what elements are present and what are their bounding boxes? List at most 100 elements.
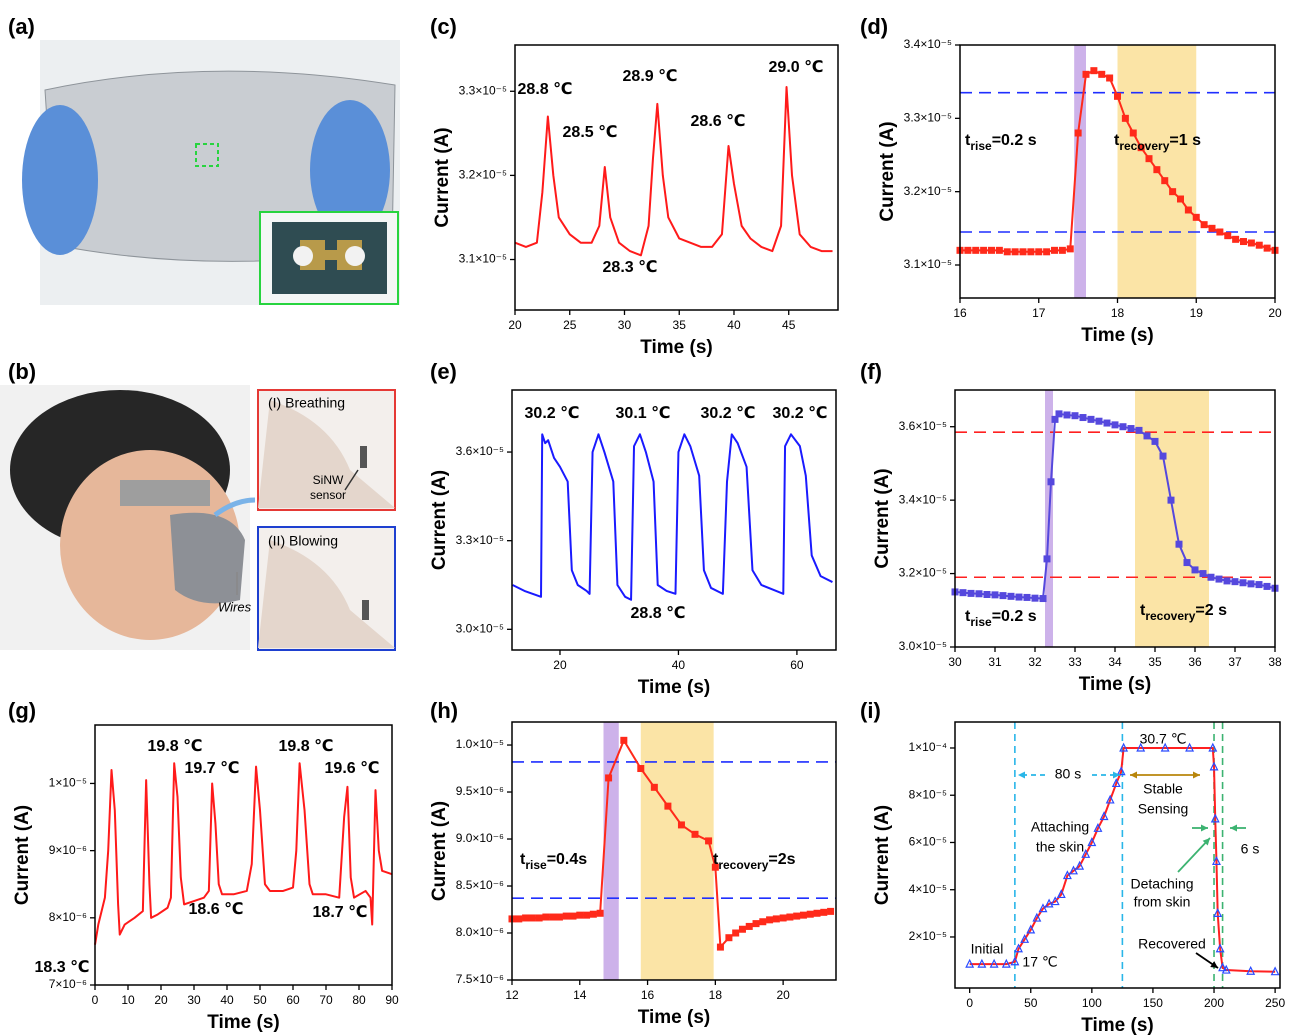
data-marker [1146, 155, 1153, 162]
data-marker [1224, 577, 1231, 584]
photo-a [22, 40, 400, 305]
data-marker [620, 737, 627, 744]
annotation: 30.7 ℃ [1140, 731, 1187, 747]
data-marker [1012, 248, 1019, 255]
annotation: 30.1 ℃ [616, 405, 671, 422]
data-marker [583, 912, 590, 919]
annotation: 6 s [1241, 841, 1260, 857]
data-marker [1169, 188, 1176, 195]
data-marker [1088, 416, 1095, 423]
x-tick-label: 35 [1148, 655, 1162, 669]
glove [22, 105, 98, 255]
x-tick-label: 70 [319, 993, 333, 1007]
inset-title: (II) Blowing [268, 533, 338, 549]
x-tick-label: 25 [563, 318, 577, 332]
data-marker [590, 911, 597, 918]
data-marker [1035, 248, 1042, 255]
annotation: Stable [1143, 781, 1183, 797]
page: Figure body { margin: 0; background: #ff… [0, 0, 1292, 1035]
data-marker [1208, 574, 1215, 581]
data-marker [1161, 177, 1168, 184]
data-marker [1024, 594, 1031, 601]
data-marker [759, 918, 766, 925]
data-marker [1240, 238, 1247, 245]
annotation: 28.8 ℃ [631, 605, 686, 622]
data-marker [1192, 566, 1199, 573]
y-tick-label: 9.0×10⁻⁶ [456, 831, 504, 845]
x-tick-label: 60 [790, 658, 804, 672]
x-tick-label: 200 [1204, 996, 1224, 1010]
data-marker [732, 930, 739, 937]
annotation: the skin [1036, 839, 1084, 855]
x-tick-label: 33 [1068, 655, 1082, 669]
data-marker [1016, 594, 1023, 601]
data-marker [1130, 130, 1137, 137]
sensor-label: SiNW [313, 473, 344, 487]
y-tick-label: 9.5×10⁻⁶ [456, 784, 504, 798]
data-marker [964, 247, 971, 254]
data-marker [1248, 240, 1255, 247]
annotation: 28.3 ℃ [603, 259, 658, 276]
data-marker [1044, 555, 1051, 562]
annotation-rest: =0.2 s [992, 132, 1037, 149]
data-marker [1264, 245, 1271, 252]
data-marker [536, 914, 543, 921]
data-marker [1248, 580, 1255, 587]
annotation: 18.7 ℃ [313, 904, 368, 921]
data-marker [1168, 497, 1175, 504]
x-tick-label: 20 [553, 658, 567, 672]
annotation: trise=0.4s [520, 851, 587, 872]
data-marker [1224, 232, 1231, 239]
data-marker [1152, 438, 1159, 445]
x-tick-label: 18 [709, 988, 723, 1002]
data-marker [814, 910, 821, 917]
data-marker [980, 247, 987, 254]
y-tick-label: 3.4×10⁻⁵ [899, 492, 947, 506]
sensor [360, 446, 367, 468]
x-tick-label: 0 [92, 993, 99, 1007]
data-marker [1043, 248, 1050, 255]
data-marker [1106, 75, 1113, 82]
data-marker [705, 837, 712, 844]
x-tick-label: 31 [988, 655, 1002, 669]
data-marker [780, 914, 787, 921]
x-tick-label: 40 [672, 658, 686, 672]
y-tick-label: 3.0×10⁻⁵ [456, 621, 504, 635]
data-marker [1008, 593, 1015, 600]
data-marker [739, 926, 746, 933]
x-tick-label: 30 [948, 655, 962, 669]
annotation: 19.8 ℃ [279, 738, 334, 755]
data-marker [1080, 414, 1087, 421]
y-tick-label: 8.0×10⁻⁶ [456, 925, 504, 939]
arrow-head [1201, 825, 1208, 832]
y-tick-label: 3.3×10⁻⁵ [456, 533, 504, 547]
data-marker [563, 913, 570, 920]
annotation-rest: =1 s [1169, 132, 1201, 149]
data-marker [1040, 595, 1047, 602]
x-tick-label: 40 [727, 318, 741, 332]
panel-label: (h) [430, 698, 458, 723]
x-tick-label: 150 [1143, 996, 1163, 1010]
data-marker [1256, 581, 1263, 588]
y-tick-label: 3.1×10⁻⁵ [459, 252, 507, 266]
data-marker [597, 910, 604, 917]
privacy-blur [120, 480, 210, 506]
wires-label: Wires [218, 599, 252, 614]
data-marker [1120, 423, 1127, 430]
annotation: 18.3 ℃ [35, 959, 90, 976]
annotation-subscript: recovery [1119, 139, 1169, 153]
data-marker [1160, 453, 1167, 460]
y-tick-label: 3.4×10⁻⁵ [904, 37, 952, 51]
x-tick-label: 32 [1028, 655, 1042, 669]
data-marker [1232, 578, 1239, 585]
annotation-subscript: recovery [718, 858, 768, 872]
y-tick-label: 7×10⁻⁶ [49, 977, 87, 991]
data-marker [1216, 576, 1223, 583]
panel-label: (c) [430, 14, 457, 39]
data-marker [1185, 207, 1192, 214]
data-marker [1122, 115, 1129, 122]
x-tick-label: 20 [508, 318, 522, 332]
y-axis-title: Current (A) [872, 805, 893, 905]
data-marker [542, 914, 549, 921]
x-tick-label: 100 [1082, 996, 1102, 1010]
